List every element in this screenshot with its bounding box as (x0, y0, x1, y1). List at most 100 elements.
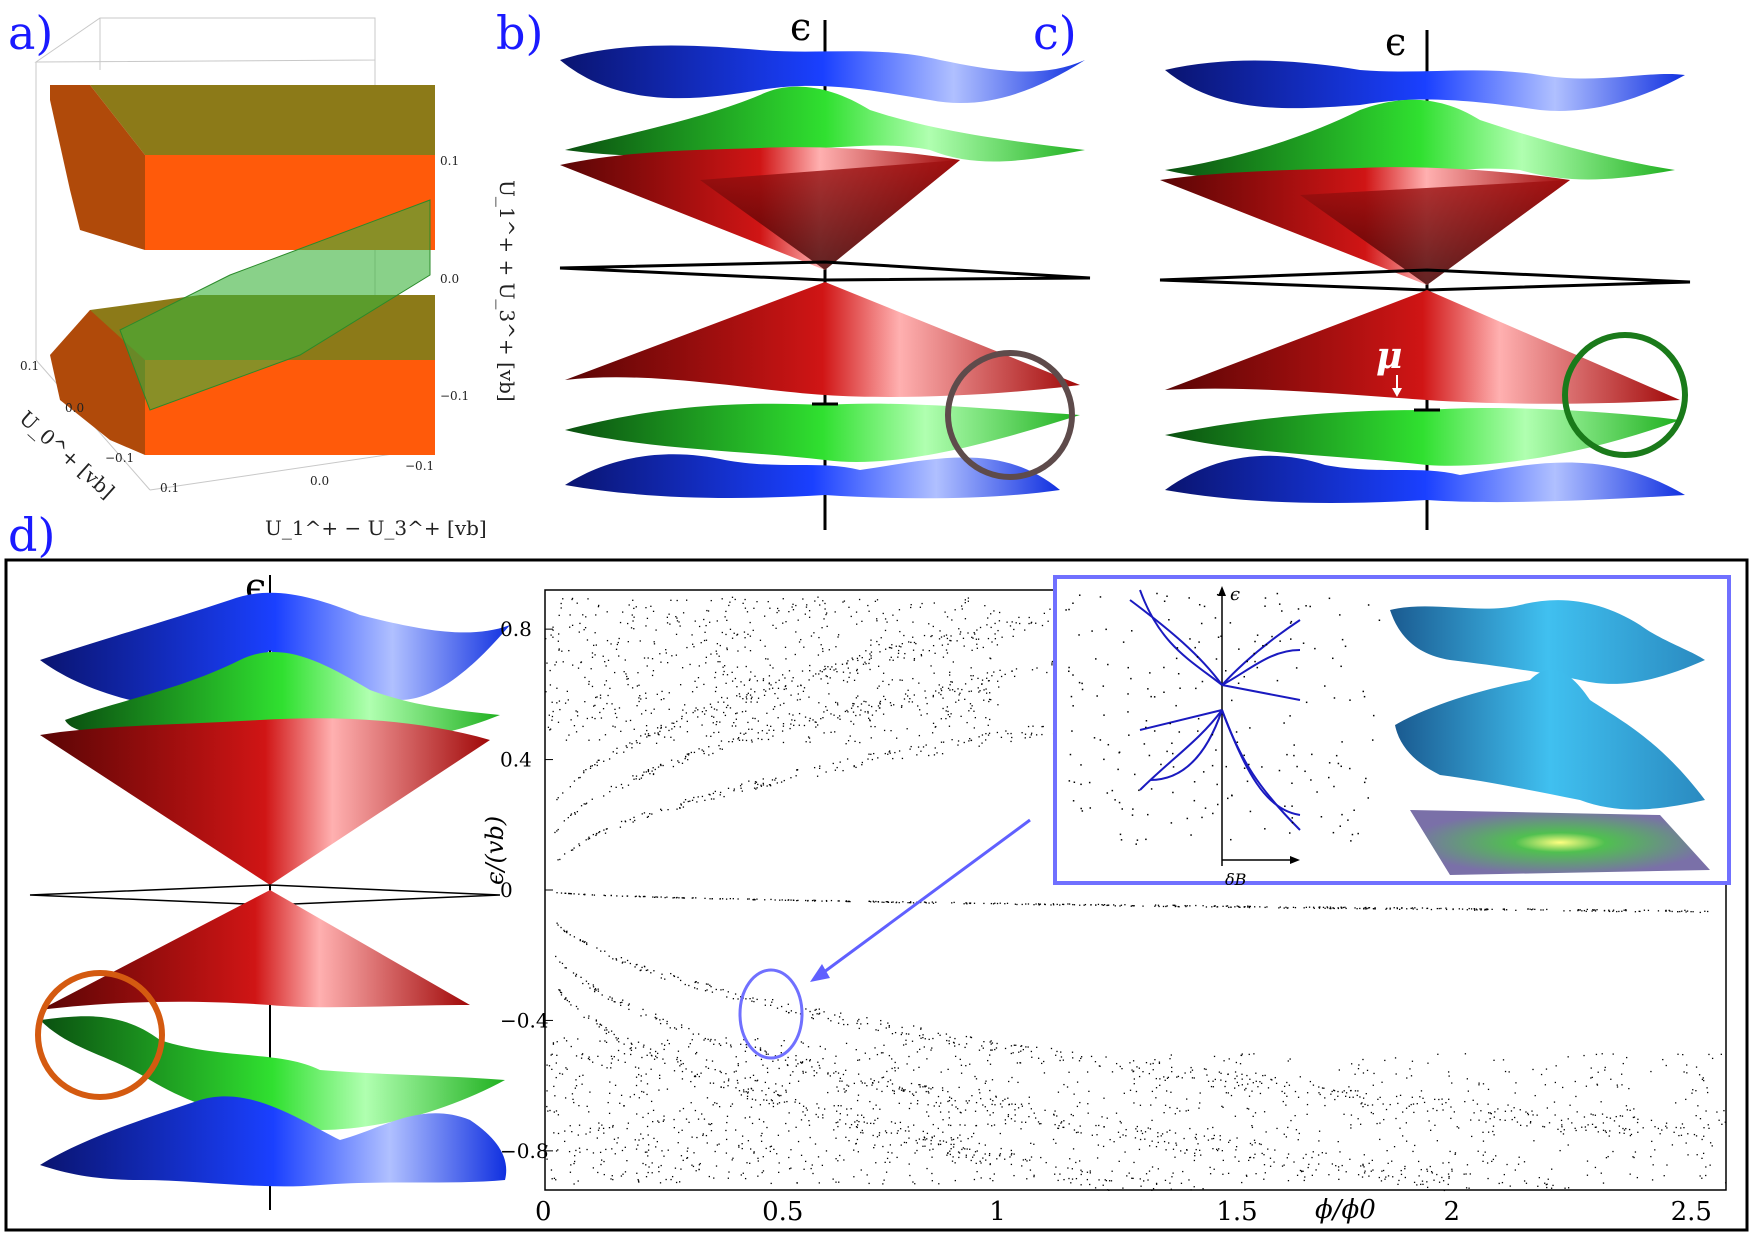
spectrum-point (553, 1177, 556, 1179)
spectrum-point (999, 1153, 1002, 1155)
spectrum-point (1155, 1145, 1158, 1148)
spectrum-point (673, 896, 675, 899)
spectrum-point (569, 626, 571, 628)
inset-point (1254, 640, 1256, 643)
spectrum-point (710, 599, 712, 602)
spectrum-point (757, 697, 760, 699)
inset-landau-level (1149, 709, 1223, 781)
spectrum-point (1344, 906, 1346, 908)
spectrum-point (791, 606, 793, 608)
spectrum-point (846, 1084, 848, 1086)
spectrum-point (1705, 1174, 1707, 1177)
spectrum-point (866, 1174, 868, 1176)
spectrum-point (618, 655, 620, 657)
spectrum-point (815, 1113, 817, 1116)
spectrum-point (743, 631, 746, 633)
inset-point (1078, 634, 1080, 636)
spectrum-point (1362, 1072, 1365, 1074)
spectrum-point (926, 1111, 928, 1113)
spectrum-point (588, 1058, 591, 1061)
spectrum-point (1187, 1109, 1190, 1111)
spectrum-point (1184, 904, 1186, 907)
spectrum-point (635, 606, 637, 608)
spectrum-point (744, 607, 747, 609)
spectrum-point (882, 1183, 884, 1185)
spectrum-point (1249, 905, 1251, 908)
spectrum-point (745, 732, 747, 734)
spectrum-point (1532, 1068, 1534, 1071)
spectrum-point (1510, 1110, 1513, 1112)
spectrum-point (647, 657, 649, 659)
spectrum-point (689, 663, 691, 666)
spectrum-point (783, 779, 785, 782)
spectrum-point (815, 726, 817, 728)
inset-point (1200, 622, 1203, 625)
spectrum-point (559, 961, 561, 963)
spectrum-point (722, 666, 724, 668)
spectrum-point (599, 697, 602, 699)
spectrum-point (1504, 1110, 1507, 1112)
spectrum-point (619, 826, 622, 828)
spectrum-point (1253, 1139, 1256, 1141)
spectrum-point (1019, 1062, 1022, 1064)
spectrum-point (681, 1026, 683, 1029)
spectrum-point (1190, 1066, 1192, 1069)
spectrum-point (1699, 1175, 1701, 1177)
spectrum-point (691, 1071, 693, 1073)
spectrum-point (650, 1100, 653, 1103)
spectrum-point (589, 1131, 591, 1133)
spectrum-point (1051, 660, 1054, 663)
spectrum-point (1597, 1131, 1599, 1133)
spectrum-point (879, 707, 881, 709)
spectrum-point (1145, 1061, 1148, 1064)
spectrum-point (1288, 1084, 1291, 1086)
spectrum-point (657, 732, 659, 734)
spectrum-point (912, 1181, 914, 1183)
spectrum-point (549, 684, 552, 686)
spectrum-point (603, 1132, 605, 1134)
inset-point (1333, 785, 1335, 788)
spectrum-point (640, 1075, 643, 1077)
spectrum-point (837, 634, 840, 636)
spectrum-point (770, 725, 772, 727)
spectrum-point (610, 1067, 612, 1069)
spectrum-point (1393, 907, 1395, 909)
spectrum-point (1252, 1115, 1254, 1118)
spectrum-point (1001, 636, 1003, 638)
spectrum-point (1517, 1163, 1520, 1165)
inset-point (1291, 782, 1293, 785)
spectrum-point (778, 1102, 781, 1104)
spectrum-point (1399, 1094, 1402, 1097)
spectrum-point (1677, 911, 1679, 913)
spectrum-point (645, 724, 648, 727)
spectrum-point (1411, 1096, 1413, 1098)
spectrum-point (1318, 906, 1320, 908)
spectrum-point (573, 936, 576, 938)
spectrum-point (1709, 1164, 1711, 1166)
spectrum-point (837, 1160, 839, 1162)
spectrum-point (1687, 1133, 1689, 1135)
spectrum-point (731, 680, 734, 682)
spectrum-point (1333, 907, 1335, 910)
spectrum-point (1313, 907, 1315, 909)
spectrum-point (1491, 908, 1493, 911)
spectrum-point (1197, 1143, 1199, 1145)
spectrum-point (1070, 1182, 1072, 1184)
spectrum-point (932, 696, 934, 698)
spectrum-point (989, 1054, 991, 1056)
spectrum-point (1006, 902, 1009, 905)
spectrum-point (626, 1160, 628, 1162)
spectrum-point (1253, 1053, 1255, 1055)
spectrum-point (1044, 903, 1046, 906)
spectrum-point (729, 601, 731, 603)
spectrum-point (697, 709, 699, 711)
spectrum-point (691, 691, 694, 693)
spectrum-point (1502, 908, 1504, 910)
spectrum-point (736, 634, 738, 636)
spectrum-point (570, 719, 572, 721)
spectrum-point (969, 1063, 971, 1065)
spectrum-point (713, 1177, 715, 1179)
inset-point (1349, 767, 1351, 770)
spectrum-point (876, 640, 878, 643)
spectrum-point (1166, 905, 1168, 907)
